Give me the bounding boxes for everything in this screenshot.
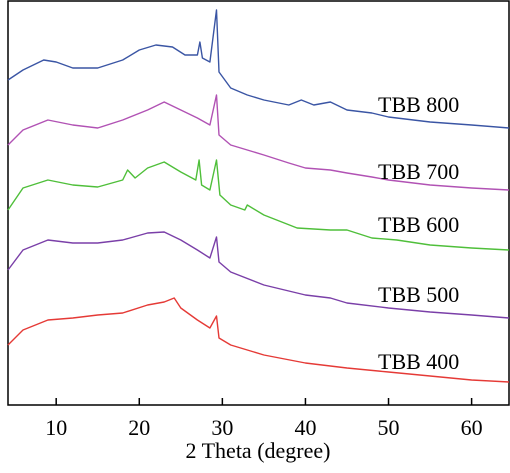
x-tick-label: 60 <box>461 415 483 440</box>
x-tick-label: 10 <box>45 415 67 440</box>
plot-frame <box>7 0 510 406</box>
data-line <box>7 159 510 251</box>
x-tick-label: 50 <box>378 415 400 440</box>
x-axis-label: 2 Theta (degree) <box>186 438 331 463</box>
data-line <box>7 94 510 191</box>
series-label: TBB 500 <box>378 282 459 307</box>
x-tick-label: 30 <box>211 415 233 440</box>
series-label: TBB 400 <box>378 349 459 374</box>
data-line <box>7 231 510 319</box>
series-label: TBB 700 <box>378 159 459 184</box>
x-tick-label: 20 <box>128 415 150 440</box>
series-label: TBB 800 <box>378 92 459 117</box>
series-label: TBB 600 <box>378 212 459 237</box>
x-tick-label: 40 <box>294 415 316 440</box>
data-line <box>7 9 510 129</box>
data-line <box>7 297 510 383</box>
